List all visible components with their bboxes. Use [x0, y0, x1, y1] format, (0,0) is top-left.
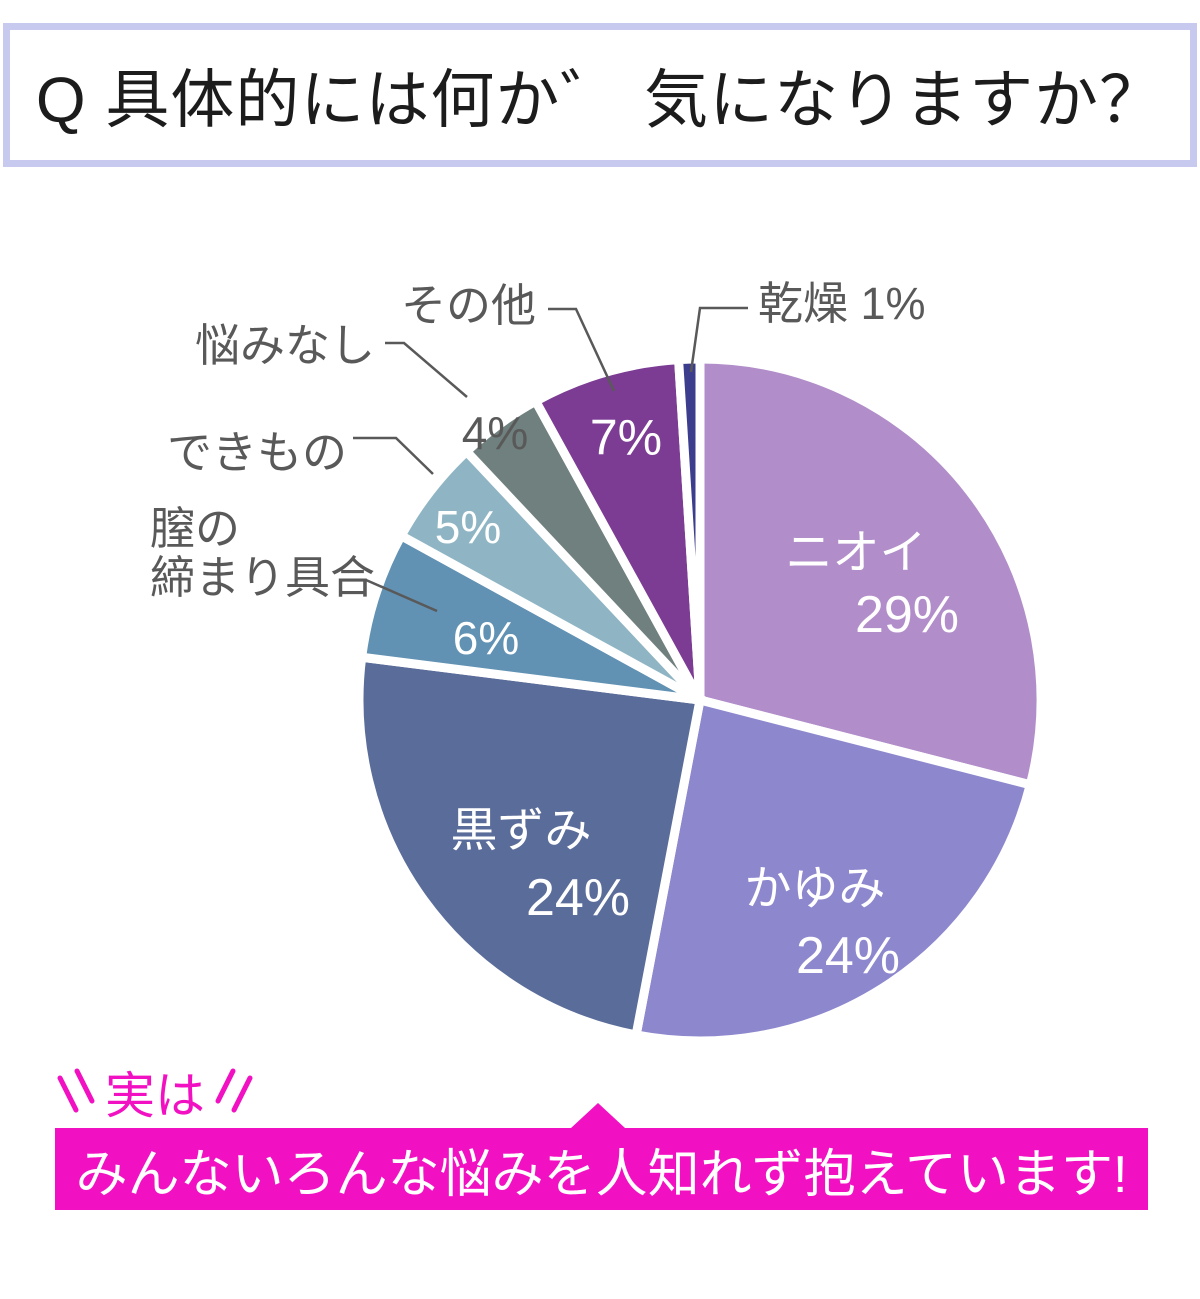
leader-line-5 [385, 341, 468, 398]
slice-name-label-6: その他 [401, 280, 536, 331]
question-header: Q 具体的には何か゛ 気になりますか？ [3, 23, 1197, 167]
leader-line-7 [689, 306, 748, 373]
emphasis-left-icon [57, 1068, 95, 1113]
pie-slice-7 [673, 354, 705, 701]
slice-pct-label-6: 7% [590, 410, 662, 466]
slice-name-label-4: できもの [167, 427, 347, 478]
slice-name-label-3-line2: 締まり具合 [150, 552, 375, 603]
emphasis-right-icon [215, 1068, 253, 1113]
slice-pct-label-1: 24% [796, 927, 900, 985]
slice-name-label-3: 膣の [150, 503, 240, 554]
slice-pct-label-3: 6% [453, 612, 519, 664]
slice-name-label-1: かゆみ [745, 861, 886, 914]
highlight-banner: みんないろんな悩みを人知れず抱えています! [55, 1103, 1148, 1210]
leader-line-6 [548, 307, 616, 392]
slice-name-label-7: 乾燥 1% [758, 278, 926, 329]
slice-pct-label-2: 24% [526, 869, 630, 927]
pie-slice-0 [695, 354, 1046, 791]
banner-text: みんないろんな悩みを人知れず抱えています! [75, 1145, 1128, 1204]
slice-name-label-2: 黒ずみ [451, 803, 592, 856]
question-text: Q 具体的には何か゛ 気になりますか？ [35, 64, 1165, 136]
leader-line-4 [353, 436, 434, 475]
lead-text: 実は [105, 1068, 205, 1124]
slice-pct-label-5: 4% [462, 407, 528, 459]
slice-pct-label-4: 5% [435, 501, 501, 553]
pie-slice-2 [354, 652, 706, 1041]
slice-name-label-0: ニオイ [786, 525, 927, 578]
lead-callout: 実は [55, 1062, 255, 1124]
pie-slice-1 [630, 694, 1036, 1046]
slice-pct-label-0: 29% [855, 586, 959, 644]
leader-line-3 [365, 578, 438, 613]
slice-name-label-5: 悩みなし [195, 320, 375, 371]
banner-pointer-icon [571, 1103, 625, 1128]
